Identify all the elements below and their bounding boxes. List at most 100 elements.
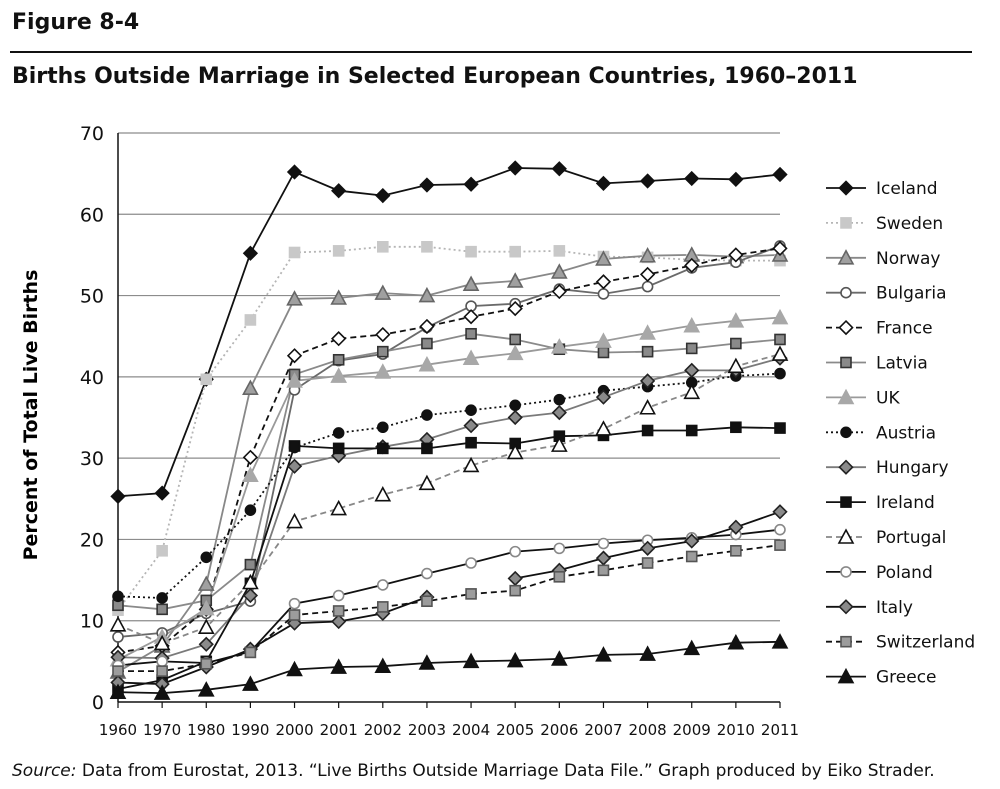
legend-marker-portugal [837,528,855,544]
data-point-austria [200,551,213,564]
data-point-iceland [419,177,435,193]
data-point-poland [465,557,477,569]
data-point-switzerland [465,588,477,600]
data-point-sweden [421,241,433,253]
data-point-switzerland [730,545,742,557]
data-point-sweden [244,314,257,326]
data-point-portugal [683,383,701,400]
x-tick-label: 2011 [761,721,799,739]
series-markers [109,160,789,700]
legend-label-hungary: Hungary [876,458,949,478]
data-point-portugal [197,618,215,635]
data-point-norway [286,290,303,306]
data-point-france [463,309,479,325]
data-point-latvia [465,327,477,340]
data-point-austria [553,393,566,406]
x-tick-label: 2001 [320,721,358,739]
data-point-italy [507,570,523,587]
data-point-iceland [242,245,259,261]
legend-label-uk: UK [876,388,900,408]
data-point-switzerland [332,605,345,617]
data-point-greece [683,639,701,656]
data-point-switzerland [685,550,698,563]
legend-label-austria: Austria [876,423,936,443]
data-point-ireland [730,421,742,434]
source-note: Source: Data from Eurostat, 2013. “Live … [12,761,935,781]
series-line-uk [117,316,781,661]
data-point-iceland [551,161,567,177]
data-point-sweden [465,245,477,258]
data-point-portugal [550,436,568,452]
series-line-norway [117,253,781,673]
data-point-italy [595,550,612,566]
data-point-uk [683,316,701,333]
data-point-poland [553,542,566,555]
legend-label-latvia: Latvia [876,354,928,374]
data-point-portugal [639,399,656,415]
data-point-iceland [728,171,744,187]
data-point-poland [376,579,389,591]
data-point-latvia [597,346,610,359]
data-point-hungary [463,417,479,434]
series-line-poland [117,528,781,667]
y-tick-label: 50 [80,286,104,308]
data-point-austria [421,409,433,421]
data-point-austria [332,427,345,439]
series-line-austria [117,372,781,599]
data-point-greece [462,652,480,669]
y-tick-label: 0 [92,692,104,714]
data-point-hungary [242,587,259,604]
data-point-uk [639,324,656,340]
data-point-switzerland [774,539,786,551]
data-point-ireland [288,440,301,452]
data-point-iceland [772,166,788,183]
data-point-france [684,257,700,274]
data-point-uk [418,355,436,372]
data-point-portugal [595,420,612,436]
legend-marker-switzerland [840,635,852,648]
data-point-ireland [332,442,345,455]
data-point-poland [597,537,610,550]
data-point-switzerland [597,564,610,577]
x-tick-label: 1970 [143,721,181,739]
legend-marker-greece [837,667,855,684]
data-point-greece [286,660,303,677]
data-point-france [419,318,435,335]
data-point-iceland [331,183,347,199]
data-point-portugal [462,456,480,473]
y-tick-label: 70 [80,123,104,145]
data-point-france [375,326,391,343]
legend-marker-bulgaria [840,286,852,299]
data-point-uk [374,363,392,379]
x-tick-label: 1960 [99,721,137,739]
x-tick-label: 2008 [629,721,667,739]
data-point-iceland [507,160,523,176]
data-point-sweden [288,246,301,259]
data-point-greece [639,645,656,661]
legend-marker-france [838,319,854,336]
data-point-latvia [774,333,786,346]
data-point-switzerland [421,595,433,608]
data-point-bulgaria [597,288,610,300]
data-point-hungary [639,373,656,389]
series-line-hungary [117,357,781,660]
data-point-france [551,283,567,300]
data-point-switzerland [112,665,124,677]
data-point-sweden [553,245,566,257]
data-point-bulgaria [112,631,124,643]
data-point-portugal [727,357,745,374]
legend-marker-norway [837,249,855,265]
data-point-portugal [286,512,303,529]
data-point-uk [550,338,568,354]
data-point-iceland [595,175,612,192]
data-point-latvia [244,558,257,571]
data-point-greece [330,658,348,674]
data-point-norway [506,272,524,288]
series-line-sweden [117,245,780,611]
series-line-bulgaria [117,245,781,638]
data-point-austria [774,367,786,380]
data-point-sweden [200,373,213,386]
data-point-switzerland [553,571,566,583]
data-point-uk [595,332,612,348]
